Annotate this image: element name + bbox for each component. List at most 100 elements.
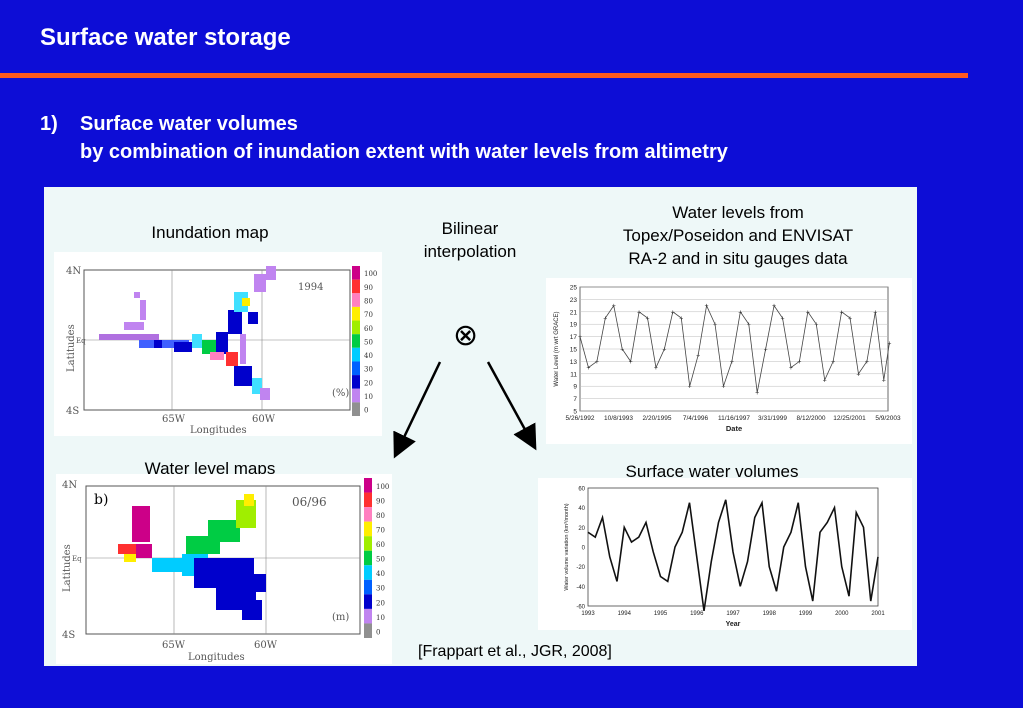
volume-chart: 60 40 20 0 -20 -40 -60 1993 1994 1995 1996 1997 1998… — [538, 478, 912, 630]
data-point: + — [679, 316, 683, 323]
data-point: + — [696, 353, 700, 360]
colorbar-label: 80 — [364, 298, 373, 306]
colorbar-label: 30 — [376, 585, 385, 593]
item-title: Surface water volumes — [80, 113, 298, 135]
x-tick-label: 2/20/1995 — [643, 415, 672, 422]
inundation-map-svg: 1994 (%) 4N Eq 4S 65W 60W Longitudes Lat… — [66, 266, 377, 436]
y-tick-label: 40 — [578, 506, 585, 512]
map1-lat-bot: 4S — [66, 406, 79, 417]
y-tick-label: 9 — [573, 384, 577, 391]
colorbar-swatch — [364, 594, 372, 609]
water-level-map: b) 06/96 (m) 4N Eq 4S 65W 60W Longitudes… — [56, 474, 392, 664]
data-point: + — [662, 347, 666, 354]
x-tick-label: 1994 — [618, 611, 632, 617]
x-tick-label: 3/31/1999 — [758, 415, 787, 422]
inundation-map-label: Inundation map — [151, 223, 269, 242]
data-point: + — [823, 378, 827, 385]
y-tick-label: 15 — [570, 347, 578, 354]
data-point: + — [721, 384, 725, 391]
multiply-operator: ⊗ — [453, 318, 479, 353]
data-point: + — [738, 309, 742, 316]
arrow-to-water-level-maps — [393, 361, 442, 459]
map2-panel-letter: b) — [94, 492, 108, 508]
y-tick-label: 19 — [570, 322, 578, 329]
data-point: + — [780, 316, 784, 323]
data-point: + — [789, 365, 793, 372]
map2-lat-bot: 4S — [62, 630, 75, 641]
inundation-map: 1994 (%) 4N Eq 4S 65W 60W Longitudes Lat… — [54, 252, 382, 436]
data-point: + — [806, 309, 810, 316]
colorbar-label: 60 — [364, 325, 373, 333]
data-point: + — [688, 384, 692, 391]
water-levels-label-line1: Water levels from — [672, 203, 804, 222]
series-line — [579, 304, 890, 393]
colorbar-swatch — [364, 608, 372, 624]
data-point: + — [772, 303, 776, 310]
y-tick-label: 13 — [570, 359, 578, 366]
arrow-to-surface-water-volumes — [486, 361, 537, 451]
colorbar-label: 100 — [376, 483, 389, 491]
map1-lat-mid: Eq — [76, 337, 86, 345]
data-point: + — [814, 322, 818, 329]
data-point: + — [620, 347, 624, 354]
colorbar-swatch — [352, 375, 360, 389]
colorbar-label: 20 — [364, 379, 373, 387]
x-tick-label: 5/9/2003 — [875, 415, 901, 422]
colorbar-label: 100 — [364, 270, 377, 278]
colorbar-swatch — [352, 320, 360, 335]
colorbar-swatch — [352, 266, 360, 280]
item-heading-line2: by combination of inundation extent with… — [80, 141, 728, 163]
y-axis-label: Water volume variation (km³/month) — [564, 503, 570, 590]
colorbar-label: 40 — [376, 570, 385, 578]
data-point: + — [887, 340, 891, 347]
water-level-maps-label: Water level maps — [144, 459, 276, 478]
y-axis-label: Water Level (m wrt GRACE) — [554, 311, 560, 386]
colorbar-label: 30 — [364, 366, 373, 374]
data-point: + — [747, 322, 751, 329]
data-point: + — [865, 359, 869, 366]
colorbar-swatch — [352, 347, 360, 362]
colorbar-swatch — [364, 521, 372, 537]
data-point: + — [629, 359, 633, 366]
colorbar-label: 10 — [376, 614, 385, 622]
colorbar-label: 0 — [364, 407, 368, 415]
citation: [Frappart et al., JGR, 2008] — [418, 643, 612, 660]
y-tick-label: 17 — [570, 334, 578, 341]
x-tick-label: 1995 — [654, 611, 668, 617]
x-tick-label: 1993 — [581, 611, 595, 617]
data-point: + — [637, 309, 641, 316]
y-tick-label: 60 — [578, 487, 585, 493]
water-level-region — [118, 494, 266, 620]
map1-ylabel: Latitudes — [66, 324, 77, 372]
colorbar-label: 80 — [376, 512, 385, 520]
data-point: + — [840, 309, 844, 316]
colorbar-swatch — [352, 402, 360, 416]
water-level-map-svg: b) 06/96 (m) 4N Eq 4S 65W 60W Longitudes… — [62, 478, 389, 663]
title-divider — [0, 73, 968, 78]
colorbar-label: 50 — [376, 556, 385, 564]
data-point: + — [654, 365, 658, 372]
inundation-region — [99, 266, 276, 400]
item-number: 1) — [40, 113, 58, 135]
y-tick-label: -60 — [576, 605, 585, 611]
data-point: + — [578, 334, 582, 341]
colorbar-label: 70 — [376, 527, 385, 535]
y-tick-label: 23 — [570, 297, 578, 304]
colorbar-swatch — [352, 306, 360, 321]
slide-title: Surface water storage — [40, 24, 291, 51]
colorbar-label: 10 — [364, 393, 373, 401]
water-level-chart-svg: 25 23 21 19 17 15 13 11 9 7 55/26/1992 10/8/1993 2/2… — [554, 285, 901, 434]
x-tick-label: 11/16/1997 — [718, 415, 750, 422]
plot-frame — [587, 487, 879, 607]
colorbar-label: 50 — [364, 338, 373, 346]
colorbar-label: 60 — [376, 541, 385, 549]
data-point: + — [873, 309, 877, 316]
x-tick-label: 8/12/2000 — [797, 415, 826, 422]
data-point: + — [603, 316, 607, 323]
water-levels-label: Water levels from Topex/Poseidon and ENV… — [580, 202, 896, 271]
colorbar-swatch — [364, 492, 372, 508]
x-tick-label: 1998 — [763, 611, 777, 617]
y-tick-label: 0 — [582, 546, 586, 552]
data-point: + — [612, 303, 616, 310]
